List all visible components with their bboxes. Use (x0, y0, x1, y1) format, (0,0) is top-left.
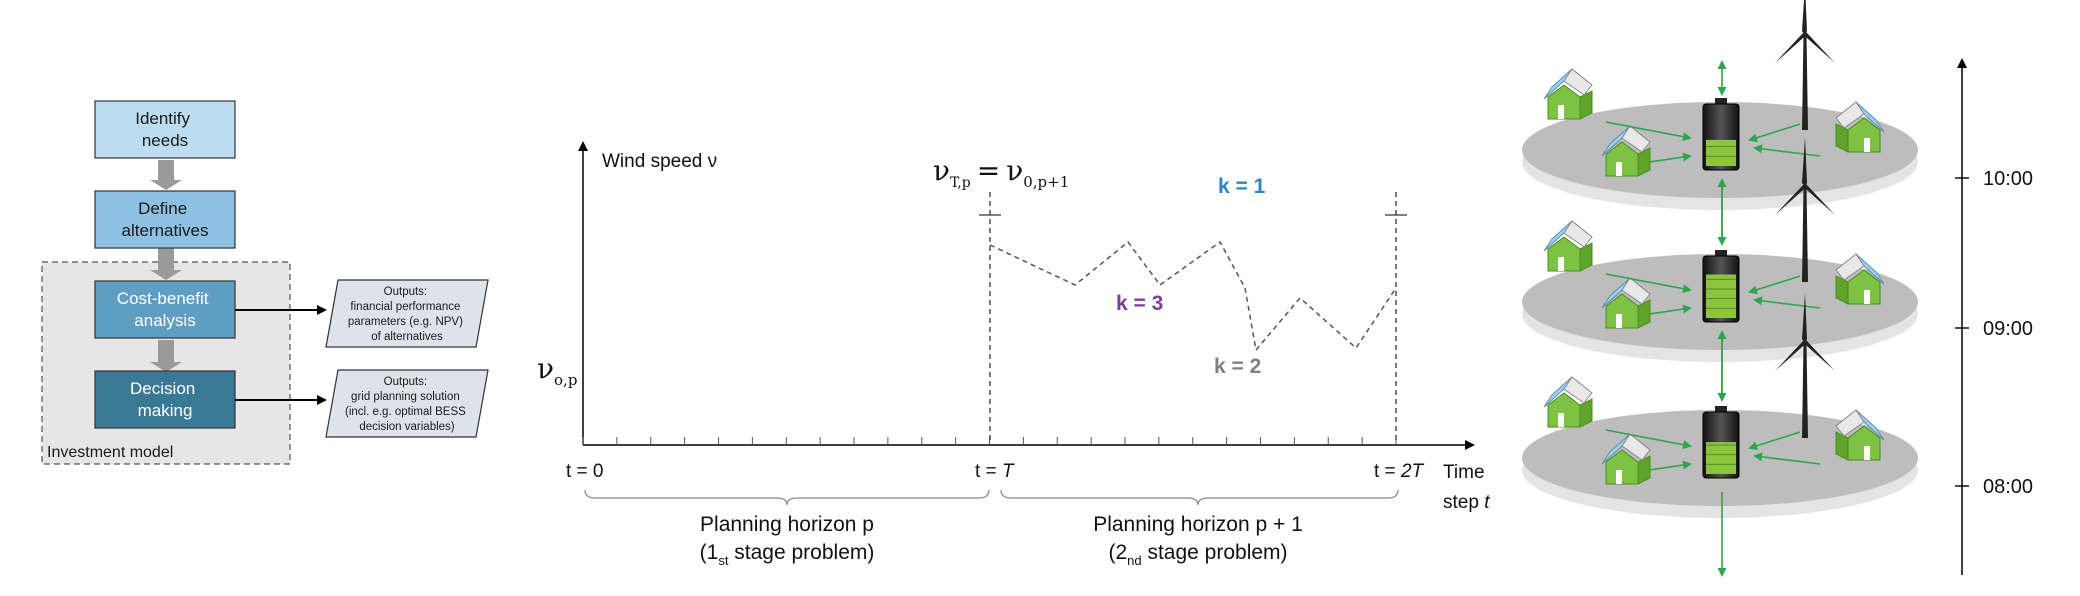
flowchart: Identify needs Define alternatives Cost-… (41, 100, 489, 465)
power-flow-arrow (1748, 123, 1801, 143)
brace-horizon-p1 (1000, 489, 1399, 506)
scenario-k2-label: k = 2 (1214, 355, 1261, 378)
cost-benefit-line1: Cost-benefit (117, 289, 209, 308)
output1-line4: of alternatives (371, 331, 443, 343)
power-flow-arrow (1605, 121, 1692, 142)
grid-layer: 10:00 (1522, 0, 2033, 246)
turbine-blade (1775, 184, 1805, 215)
tick-label-tT: t = T (975, 461, 1015, 482)
output2-line3: (incl. e.g. optimal BESS (345, 406, 466, 418)
grid-layer: 09:00 (1522, 137, 2033, 402)
power-flow-arrow (1605, 273, 1692, 294)
brace-horizon-p (584, 489, 990, 506)
house-icon (1543, 68, 1593, 120)
power-flow-arrow (1649, 460, 1692, 471)
output2-line1: Outputs: (384, 376, 427, 388)
define-alternatives-line2: alternatives (122, 221, 209, 240)
decision-making-line1: Decision (130, 379, 195, 398)
wind-turbine-icon (1802, 187, 1808, 282)
v0-symbol: νo,p (537, 352, 577, 389)
v0-subscript: o,p (554, 371, 577, 389)
define-alternatives-box (94, 190, 236, 249)
svg-text:Identify needs: Identify needs (135, 109, 195, 150)
output1-shape (325, 279, 489, 348)
house-icon (1835, 409, 1885, 461)
turbine-blade (1805, 340, 1835, 371)
timeline: Wind speed ν νo,p νT,p = ν0,p+1 k = 1 k = … (537, 141, 1490, 568)
turbine-blade (1802, 293, 1807, 343)
cost-benefit-line2: analysis (134, 311, 195, 330)
house-icon (1543, 376, 1593, 428)
output1-line1: Outputs: (384, 286, 427, 298)
battery-terminal (1715, 98, 1727, 105)
house-icon (1601, 433, 1651, 485)
output2-line4: decision variables) (359, 421, 454, 433)
time-label: 09:00 (1983, 318, 2033, 340)
scenario-k1-path (989, 240, 1246, 289)
svg-text:Cost-benefit analysis: Cost-benefit analysis (117, 289, 213, 330)
scenario-k3-label: k = 3 (1116, 292, 1163, 315)
tick-label-t2T: t = 2T (1374, 461, 1425, 482)
output2-line2: grid planning solution (351, 391, 460, 403)
wind-turbine-icon (1802, 35, 1808, 130)
house-icon (1835, 101, 1885, 153)
house-icon (1835, 253, 1885, 305)
power-flow-arrow (1748, 431, 1801, 451)
output1-line2: financial performance (350, 301, 460, 313)
power-flow-arrow (1748, 275, 1801, 295)
turbine-blade (1805, 184, 1835, 215)
time-label: 08:00 (1983, 476, 2033, 498)
flow-arrows (150, 160, 182, 372)
wind-turbine-icon (1802, 343, 1808, 438)
y-axis-label: Wind speed ν (602, 151, 717, 172)
power-flow-arrow (1605, 429, 1692, 450)
house-icon (1601, 277, 1651, 329)
battery-charge (1706, 442, 1736, 474)
output1-line3: parameters (e.g. NPV) (348, 316, 463, 328)
identify-needs-line2: needs (142, 131, 188, 150)
grid-layer: 08:00 (1522, 293, 2033, 577)
power-flow-arrow (1649, 304, 1692, 315)
output2-shape (325, 369, 489, 438)
horizon-p1-stage: (2nd stage problem) (1108, 541, 1287, 568)
decision-making-box (94, 370, 236, 429)
tick-label-t0: t = 0 (566, 461, 604, 482)
investment-model-label: Investment model (47, 444, 173, 461)
time-label: 10:00 (1983, 168, 2033, 190)
house-icon (1543, 220, 1593, 272)
turbine-blade (1775, 340, 1805, 371)
house-icon (1601, 125, 1651, 177)
horizon-p1-label: Planning horizon p + 1 (1093, 513, 1303, 536)
x-axis-label-line1: Time (1443, 462, 1485, 483)
battery-terminal (1715, 250, 1727, 257)
turbine-blade (1775, 32, 1805, 63)
battery-charge (1706, 139, 1736, 166)
scenario-k2-path (1244, 287, 1397, 352)
grid-layers: 10:00 09:00 08:00 (1522, 0, 2033, 577)
define-alternatives-line1: Define (138, 199, 187, 218)
svg-text:Define alternatives: Define alternatives (122, 199, 209, 240)
battery-charge (1706, 274, 1736, 318)
power-flow-arrow (1753, 452, 1821, 465)
identify-needs-box (94, 100, 236, 159)
power-flow-arrow (1649, 152, 1692, 163)
battery-terminal (1715, 406, 1727, 413)
scenario-k1-label: k = 1 (1218, 175, 1266, 198)
turbine-blade (1805, 32, 1835, 63)
power-flow-arrow (1753, 144, 1821, 157)
x-ticks (582, 437, 1397, 445)
x-axis-label-line2: step t (1443, 492, 1490, 513)
decision-making-line2: making (138, 401, 193, 420)
horizon-p-stage: (1st stage problem) (700, 541, 875, 568)
horizon-p-label: Planning horizon p (700, 513, 874, 536)
continuity-equation: νT,p = ν0,p+1 (933, 154, 1069, 191)
svg-text:Outputs: grid planning s: Outputs: grid planning solution (incl. e… (345, 376, 469, 433)
turbine-blade (1802, 0, 1807, 35)
svg-text:Outputs: financial perfo: Outputs: financial performance parameter… (348, 286, 466, 343)
svg-text:Decision making: Decision making (130, 379, 200, 420)
power-flow-arrow (1753, 296, 1821, 309)
identify-needs-line1: Identify (135, 109, 190, 128)
turbine-blade (1802, 137, 1807, 187)
